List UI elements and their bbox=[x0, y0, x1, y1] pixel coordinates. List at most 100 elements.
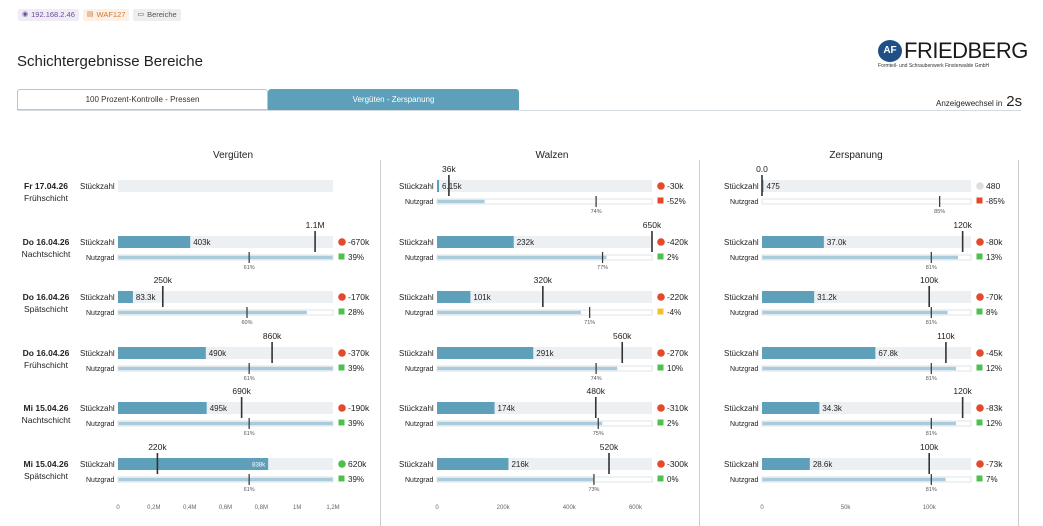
nutzgrad-status-icon bbox=[976, 308, 983, 315]
target-marker bbox=[314, 231, 316, 252]
nutzgrad-delta: -85% bbox=[986, 197, 1005, 206]
nutzgrad-bar bbox=[762, 477, 946, 482]
target-label: 560k bbox=[613, 331, 632, 341]
stueckzahl-bar bbox=[118, 458, 269, 470]
stueckzahl-value-label: 28.6k bbox=[813, 460, 834, 469]
stueckzahl-value-label: 34.3k bbox=[822, 404, 843, 413]
x-tick-label: 0,6M bbox=[219, 505, 232, 511]
nutzgrad-track bbox=[117, 420, 334, 427]
stueckzahl-value-label: 6.15k bbox=[442, 182, 463, 191]
nutzgrad-bar bbox=[762, 310, 948, 315]
column-title-zerspanung: Zerspanung bbox=[829, 150, 883, 161]
nutzgrad-target-label: 60% bbox=[241, 320, 252, 326]
nutzgrad-label: Nutzgrad bbox=[405, 199, 434, 206]
nutzgrad-delta: 2% bbox=[667, 253, 679, 262]
x-tick-label: 200k bbox=[497, 505, 511, 511]
nutzgrad-status-icon bbox=[657, 364, 664, 371]
nutzgrad-bar bbox=[118, 255, 333, 260]
x-tick-label: 0 bbox=[435, 505, 439, 511]
refresh-countdown: 2s bbox=[1006, 93, 1023, 110]
nutzgrad-status-icon bbox=[338, 364, 345, 371]
row-date: Fr 17.04.26 bbox=[24, 181, 68, 191]
x-tick-label: 600k bbox=[629, 505, 643, 511]
target-marker bbox=[608, 453, 610, 474]
stueckzahl-label: Stückzahl bbox=[80, 293, 115, 302]
nutzgrad-track bbox=[436, 476, 653, 483]
stueckzahl-value-label: 101k bbox=[473, 293, 491, 302]
delta-status-icon bbox=[338, 238, 346, 246]
top-chip-bar: ◉ 192.168.2.46 ▤ WAF127 ▭ Bereiche bbox=[18, 9, 181, 21]
delta-value: 620k bbox=[348, 459, 367, 469]
nutzgrad-target-label: 77% bbox=[597, 265, 608, 271]
stueckzahl-track bbox=[762, 402, 971, 414]
delta-value: -45k bbox=[986, 348, 1003, 358]
row-date: Do 16.04.26 bbox=[22, 348, 70, 358]
row-date: Mi 15.04.26 bbox=[23, 459, 69, 469]
delta-value: -370k bbox=[348, 348, 370, 358]
nutzgrad-delta: 28% bbox=[348, 308, 364, 317]
delta-status-icon bbox=[976, 293, 984, 301]
nutzgrad-track bbox=[761, 476, 972, 483]
stueckzahl-track bbox=[437, 236, 652, 248]
stueckzahl-bar bbox=[437, 347, 534, 359]
x-tick-label: 0 bbox=[760, 505, 764, 511]
nutzgrad-target-marker bbox=[930, 252, 932, 263]
stueckzahl-track bbox=[118, 180, 333, 192]
stueckzahl-bar bbox=[437, 458, 509, 470]
stueckzahl-label: Stückzahl bbox=[80, 238, 115, 247]
monitor-icon: ▭ bbox=[137, 11, 145, 18]
stueckzahl-label: Stückzahl bbox=[399, 238, 434, 247]
nutzgrad-status-icon bbox=[976, 197, 983, 204]
stueckzahl-track bbox=[762, 291, 971, 303]
delta-value: -670k bbox=[348, 237, 370, 247]
delta-value: -300k bbox=[667, 459, 689, 469]
target-label: 120k bbox=[953, 220, 972, 230]
nutzgrad-bar bbox=[118, 310, 307, 315]
target-label: 860k bbox=[263, 331, 282, 341]
stueckzahl-bar bbox=[762, 458, 810, 470]
column-divider bbox=[380, 160, 381, 526]
stueckzahl-value-label: 31.2k bbox=[817, 293, 838, 302]
stueckzahl-value-label: 475 bbox=[767, 182, 781, 191]
tab-verguten-zerspanung[interactable]: Vergüten - Zerspanung bbox=[268, 89, 519, 110]
nutzgrad-target-label: 71% bbox=[584, 320, 595, 326]
nutzgrad-bar bbox=[437, 255, 607, 260]
nutzgrad-label: Nutzgrad bbox=[730, 366, 759, 373]
nutzgrad-label: Nutzgrad bbox=[730, 310, 759, 317]
stueckzahl-value-label: 490k bbox=[209, 349, 227, 358]
delta-status-icon bbox=[338, 460, 346, 468]
delta-status-icon bbox=[657, 404, 665, 412]
nutzgrad-status-icon bbox=[657, 308, 664, 315]
delta-value: -30k bbox=[667, 181, 684, 191]
x-tick-label: 50k bbox=[841, 505, 852, 511]
waf-chip[interactable]: ▤ WAF127 bbox=[82, 9, 130, 21]
stueckzahl-bar bbox=[118, 291, 133, 303]
stueckzahl-label: Stückzahl bbox=[80, 404, 115, 413]
stueckzahl-bar bbox=[762, 291, 815, 303]
nutzgrad-label: Nutzgrad bbox=[405, 477, 434, 484]
delta-status-icon bbox=[338, 293, 346, 301]
bereiche-chip[interactable]: ▭ Bereiche bbox=[133, 9, 181, 21]
nutzgrad-track bbox=[761, 420, 972, 427]
x-tick-label: 0 bbox=[116, 505, 120, 511]
nutzgrad-label: Nutzgrad bbox=[86, 310, 115, 317]
nutzgrad-status-icon bbox=[338, 475, 345, 482]
delta-value: -80k bbox=[986, 237, 1003, 247]
target-marker bbox=[542, 286, 544, 307]
logo-subtitle: Formteil- und Schraubenwerk Finsterwalde… bbox=[878, 63, 990, 69]
stueckzahl-label: Stückzahl bbox=[80, 182, 115, 191]
stueckzahl-label: Stückzahl bbox=[80, 460, 115, 469]
waf-chip-label: WAF127 bbox=[96, 10, 126, 19]
nutzgrad-target-marker bbox=[930, 474, 932, 485]
stueckzahl-track bbox=[762, 236, 971, 248]
nutzgrad-target-label: 74% bbox=[591, 376, 602, 382]
delta-value: -270k bbox=[667, 348, 689, 358]
nutzgrad-label: Nutzgrad bbox=[730, 199, 759, 206]
nutzgrad-target-label: 61% bbox=[244, 487, 255, 493]
stueckzahl-label: Stückzahl bbox=[399, 404, 434, 413]
nutzgrad-delta: 8% bbox=[986, 308, 998, 317]
delta-value: -70k bbox=[986, 292, 1003, 302]
tab-100-prozent-kontrolle[interactable]: 100 Prozent-Kontrolle - Pressen bbox=[17, 89, 268, 110]
nutzgrad-target-label: 85% bbox=[934, 209, 945, 215]
ip-chip[interactable]: ◉ 192.168.2.46 bbox=[18, 9, 79, 21]
